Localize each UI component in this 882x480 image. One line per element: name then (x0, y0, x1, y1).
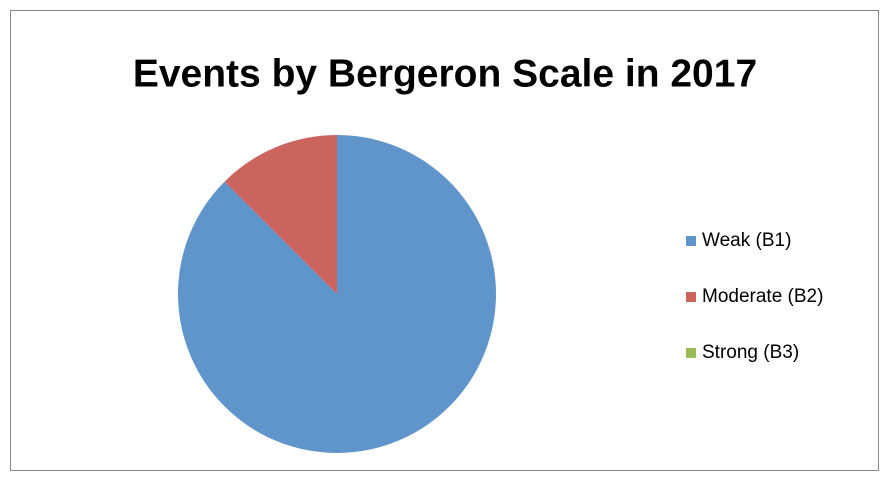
legend-swatch (686, 348, 696, 358)
legend-label: Moderate (B2) (702, 286, 823, 307)
legend-label: Strong (B3) (702, 342, 799, 363)
legend-label: Weak (B1) (702, 230, 791, 251)
pie-slice (224, 135, 337, 294)
chart-title: Events by Bergeron Scale in 2017 (133, 52, 757, 95)
legend-swatch (686, 292, 696, 302)
pie-slice (177, 135, 496, 453)
legend-swatch (686, 236, 696, 246)
